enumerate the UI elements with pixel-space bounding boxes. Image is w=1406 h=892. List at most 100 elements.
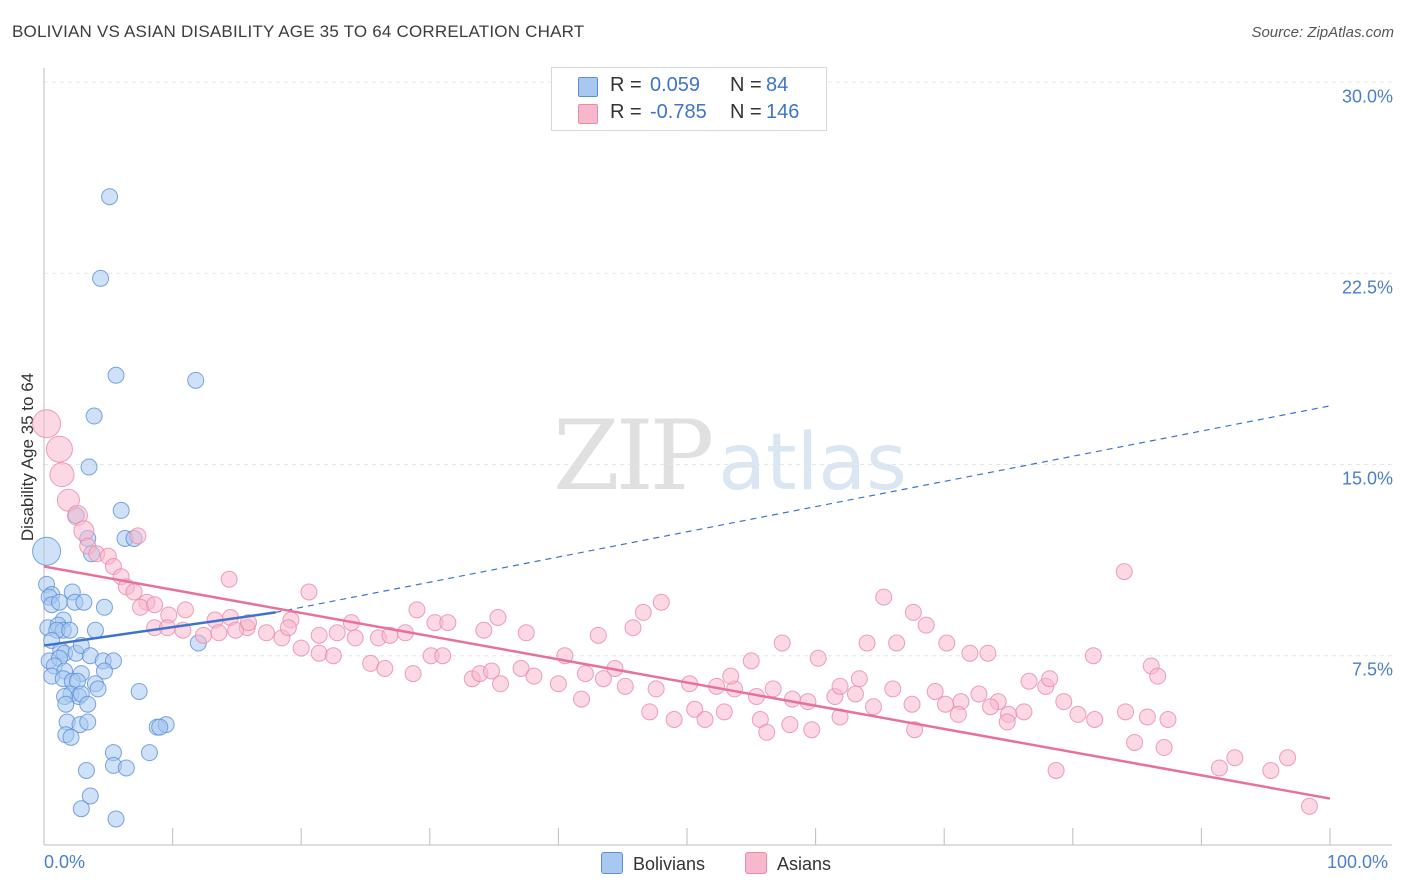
y-tick-label: 7.5% — [1351, 659, 1393, 680]
asian-point — [1210, 759, 1228, 777]
asian-point — [129, 527, 147, 545]
asian-point — [146, 596, 164, 614]
bolivian-point — [95, 662, 113, 680]
x-tick-label: 100.0% — [1327, 852, 1389, 872]
r-value: -0.785 — [650, 101, 707, 123]
n-value: 84 — [766, 74, 789, 96]
asian-point — [73, 520, 95, 542]
legend-swatch-asians — [745, 852, 767, 874]
legend-swatch-bolivians — [601, 852, 623, 874]
asian-point — [194, 626, 212, 644]
asian-point — [32, 409, 62, 439]
legend-label: Asians — [777, 854, 832, 874]
bolivian-point — [72, 800, 90, 818]
asian-point — [884, 680, 902, 698]
asian-point — [906, 721, 924, 739]
asian-point — [346, 629, 364, 647]
asian-point — [1041, 670, 1059, 688]
asian-point — [858, 634, 876, 652]
n-label: N = — [730, 74, 762, 96]
asian-point — [722, 667, 740, 685]
bolivian-point — [101, 188, 119, 206]
chart-title: BOLIVIAN VS ASIAN DISABILITY AGE 35 TO 6… — [12, 22, 585, 41]
asian-point — [846, 685, 864, 703]
asian-point — [917, 616, 935, 634]
asian-point — [970, 685, 988, 703]
asian-point — [475, 621, 493, 639]
asian-point — [1126, 733, 1144, 751]
bolivian-trend-line — [43, 611, 276, 647]
asian-point — [1155, 739, 1173, 757]
bolivian-point — [79, 695, 97, 713]
asian-point — [1300, 797, 1318, 815]
asian-point — [938, 634, 956, 652]
asian-point — [903, 695, 921, 713]
bolivian-point — [187, 371, 205, 389]
asian-point — [665, 711, 683, 728]
bolivian-point — [112, 501, 130, 519]
asian-point — [758, 723, 776, 741]
asian-point — [715, 703, 733, 721]
asian-point — [1159, 711, 1177, 728]
asian-point — [1115, 563, 1133, 581]
asian-point — [210, 624, 228, 642]
asian-point — [803, 721, 821, 739]
legend-item-asians[interactable]: Asians — [745, 852, 831, 875]
asian-point — [279, 619, 297, 637]
asian-point — [1262, 762, 1280, 779]
asian-point — [176, 601, 194, 619]
asian-point — [434, 647, 452, 665]
asian-point — [408, 601, 426, 619]
asian-point — [1279, 749, 1297, 767]
asian-point — [850, 670, 868, 688]
asian-point — [292, 639, 310, 657]
bolivian-point — [86, 621, 104, 639]
asian-point — [125, 583, 143, 601]
bolivian-point — [107, 810, 125, 828]
bolivian-point — [79, 713, 97, 731]
bolivian-point — [57, 695, 75, 713]
asian-point — [404, 665, 422, 683]
bolivian-point — [151, 718, 169, 736]
asian-point — [1226, 749, 1244, 767]
asian-point — [517, 624, 535, 642]
bolivian-point — [89, 680, 107, 698]
bolivian-point — [81, 787, 99, 805]
asian-point — [773, 634, 791, 652]
source-label: Source: ZipAtlas.com — [1251, 24, 1394, 41]
stats-row-asians: R = -0.785 N = 146 — [552, 101, 826, 127]
asian-point — [310, 626, 328, 644]
bolivian-trend-extension — [275, 405, 1331, 613]
bolivian-point — [32, 536, 62, 566]
asian-point — [1084, 647, 1102, 665]
asian-point — [696, 711, 714, 728]
legend-item-bolivians[interactable]: Bolivians — [601, 852, 705, 875]
y-tick-label: 30.0% — [1341, 86, 1393, 107]
bolivian-point — [61, 621, 79, 639]
asian-point — [594, 670, 612, 688]
asian-point — [809, 649, 827, 667]
asian-point — [1015, 703, 1033, 721]
asian-point — [324, 647, 342, 665]
asian-point — [525, 667, 543, 685]
bolivian-point — [117, 759, 135, 777]
legend-label: Bolivians — [633, 854, 706, 874]
asian-point — [634, 603, 652, 621]
asian-point — [45, 435, 73, 463]
bolivian-point — [130, 682, 148, 700]
n-label: N = — [730, 101, 762, 123]
asian-point — [616, 677, 634, 695]
asian-point — [641, 703, 659, 721]
asian-point — [926, 682, 944, 700]
asian-point — [49, 462, 75, 488]
asian-point — [904, 603, 922, 621]
asian-point — [1117, 703, 1135, 721]
asian-point — [227, 621, 245, 639]
asian-point — [998, 713, 1016, 731]
asian-point — [979, 644, 997, 662]
n-value: 146 — [766, 101, 800, 123]
asian-point — [1020, 672, 1038, 690]
asian-point — [576, 665, 594, 683]
asian-point — [483, 662, 501, 680]
